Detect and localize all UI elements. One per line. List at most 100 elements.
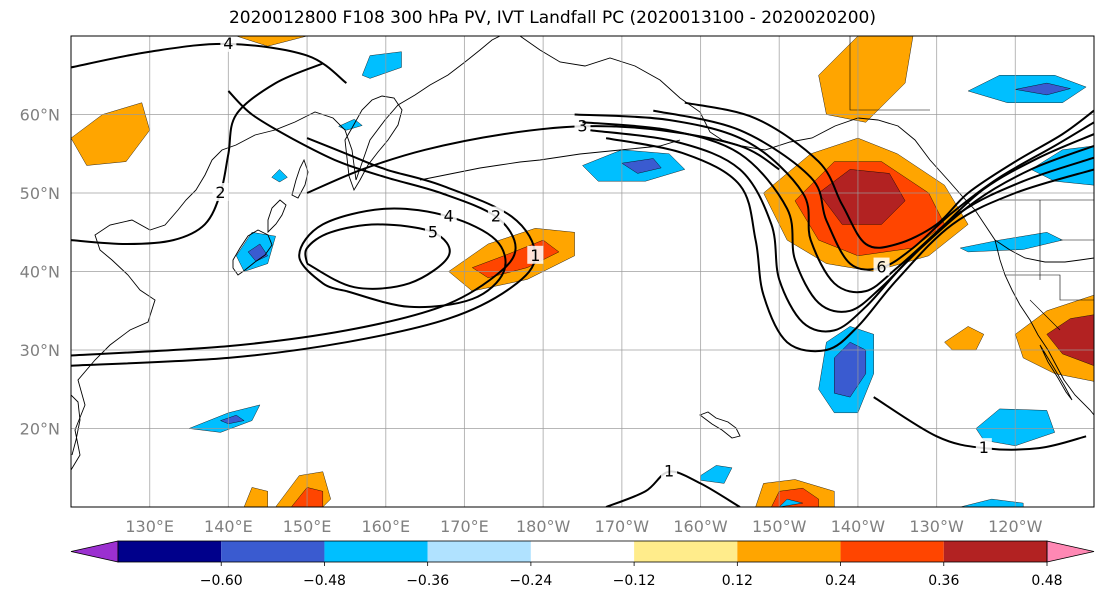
longitude-tick-label: 160°W bbox=[673, 517, 728, 536]
colorbar-segment bbox=[427, 541, 531, 562]
ivt-shading-layer bbox=[71, 36, 1094, 507]
contour-label-background bbox=[424, 222, 441, 241]
colorbar-extend-max bbox=[1046, 540, 1095, 563]
colorbar-extend-min bbox=[70, 540, 119, 563]
contour-label-background bbox=[527, 245, 544, 264]
pv-contour-1 bbox=[71, 90, 517, 357]
colorbar-segment bbox=[118, 541, 222, 562]
kamchatka-coastline bbox=[344, 95, 403, 192]
colorbar-tick-label: 0.24 bbox=[825, 573, 856, 589]
pv-contour-7 bbox=[582, 121, 1094, 313]
longitude-tick-label: 130°W bbox=[909, 517, 964, 536]
contour-label: 2 bbox=[215, 183, 225, 202]
contour-label: 3 bbox=[577, 116, 587, 135]
latitude-tick-label: 50°N bbox=[20, 184, 60, 203]
contour-label-background bbox=[220, 36, 237, 52]
ivt-shaded-region-26 bbox=[188, 404, 261, 433]
contour-label-background bbox=[440, 206, 457, 225]
pv-contour-0 bbox=[71, 137, 537, 367]
longitude-tick-label: 150°W bbox=[752, 517, 807, 536]
alaska-coastline bbox=[519, 36, 1094, 263]
aleutian-islands bbox=[419, 139, 681, 181]
gridlines bbox=[71, 36, 1094, 507]
colorbar-segment bbox=[221, 541, 325, 562]
ivt-shaded-region-24 bbox=[1030, 145, 1094, 186]
longitude-tick-label: 140°W bbox=[831, 517, 886, 536]
pv-contour-5 bbox=[605, 137, 1094, 353]
pv-contour-10 bbox=[684, 101, 1094, 249]
longitude-tick-label: 170°W bbox=[595, 517, 650, 536]
ivt-shaded-region-29 bbox=[960, 498, 1024, 507]
alaska-canada-border bbox=[849, 36, 930, 111]
longitude-tick-label: 140°E bbox=[204, 517, 253, 536]
coastline-layer bbox=[71, 36, 1094, 471]
contour-label-background bbox=[487, 206, 504, 225]
contour-label: 6 bbox=[876, 258, 886, 277]
latitude-tick-label: 40°N bbox=[20, 263, 60, 282]
contour-label-background bbox=[574, 116, 591, 135]
colorbar-segment bbox=[530, 541, 635, 562]
latitude-tick-label: 20°N bbox=[20, 420, 60, 439]
colorbar-tick-label: 0.12 bbox=[722, 573, 753, 589]
colorbar-segment bbox=[324, 541, 428, 562]
ivt-shaded-region-10 bbox=[944, 326, 985, 351]
colorbar-tick-label: −0.48 bbox=[303, 573, 346, 589]
ivt-shaded-region-9 bbox=[1046, 314, 1094, 366]
contour-label: 1 bbox=[664, 462, 674, 481]
longitude-tick-label: 160°E bbox=[361, 517, 410, 536]
colorbar-segment bbox=[840, 541, 944, 562]
philippines-coastline bbox=[71, 394, 81, 456]
contour-label: 2 bbox=[491, 207, 501, 226]
contour-label: 4 bbox=[444, 207, 454, 226]
ivt-shaded-region-15 bbox=[771, 487, 819, 507]
colorbar-tick-label: −0.12 bbox=[613, 573, 656, 589]
longitude-tick-label: 170°E bbox=[440, 517, 489, 536]
colorbar: −0.60 −0.48 −0.36 −0.24 −0.12 0.12 0.24 0.36 0.4… bbox=[70, 540, 1095, 589]
ivt-shaded-region-2 bbox=[818, 169, 906, 225]
longitude-tick-label: 150°E bbox=[283, 517, 332, 536]
japan-north-coastline bbox=[267, 199, 287, 234]
longitude-tick-label: 180°W bbox=[516, 517, 571, 536]
ivt-shaded-region-7 bbox=[235, 36, 308, 47]
ivt-shaded-region-19 bbox=[621, 158, 662, 174]
pv-contour-2 bbox=[306, 125, 780, 194]
map-frame bbox=[70, 35, 1095, 508]
hawaii-islands bbox=[699, 411, 741, 439]
contour-label-background bbox=[661, 461, 678, 480]
ivt-shaded-region-23 bbox=[1015, 82, 1071, 96]
contour-label-background bbox=[975, 438, 992, 457]
contour-label: 1 bbox=[530, 246, 540, 265]
contour-label: 1 bbox=[979, 438, 989, 457]
ivt-shaded-region-27 bbox=[219, 414, 245, 425]
colorbar-frame bbox=[117, 540, 1048, 563]
us-states-borders bbox=[1005, 200, 1094, 331]
colorbar-tick-label: 0.36 bbox=[928, 573, 959, 589]
latitude-axis: 20°N 30°N 40°N 50°N 60°N bbox=[20, 106, 60, 439]
ivt-shaded-region-28 bbox=[778, 498, 803, 507]
map-title: 2020012800 F108 300 hPa PV, IVT Landfall… bbox=[228, 8, 876, 28]
baja-coastline bbox=[1039, 344, 1073, 401]
contour-label: 5 bbox=[428, 222, 438, 241]
colorbar-segment bbox=[943, 541, 1047, 562]
contour-label-background bbox=[873, 257, 890, 276]
longitude-tick-label: 130°E bbox=[125, 517, 174, 536]
ivt-shaded-region-32 bbox=[361, 51, 402, 79]
longitude-tick-label: 120°W bbox=[988, 517, 1043, 536]
contour-label: 4 bbox=[223, 34, 233, 53]
colorbar-segment bbox=[737, 541, 841, 562]
asia-coastline bbox=[71, 36, 501, 471]
colorbar-tick-label: −0.24 bbox=[509, 573, 552, 589]
latitude-tick-label: 30°N bbox=[20, 341, 60, 360]
contour-label-background bbox=[212, 183, 229, 201]
sakhalin-coastline bbox=[291, 158, 309, 199]
colorbar-segment bbox=[634, 541, 738, 562]
colorbar-tick-label: −0.60 bbox=[200, 573, 243, 589]
longitude-axis: 130°E 140°E 150°E 160°E 170°E 180°W 170°W 160°W… bbox=[125, 517, 1042, 536]
ivt-shaded-region-34 bbox=[271, 169, 288, 183]
colorbar-tick-label: −0.36 bbox=[406, 573, 449, 589]
japan-coastline bbox=[232, 229, 273, 276]
colorbar-tick-label: 0.48 bbox=[1031, 573, 1062, 589]
